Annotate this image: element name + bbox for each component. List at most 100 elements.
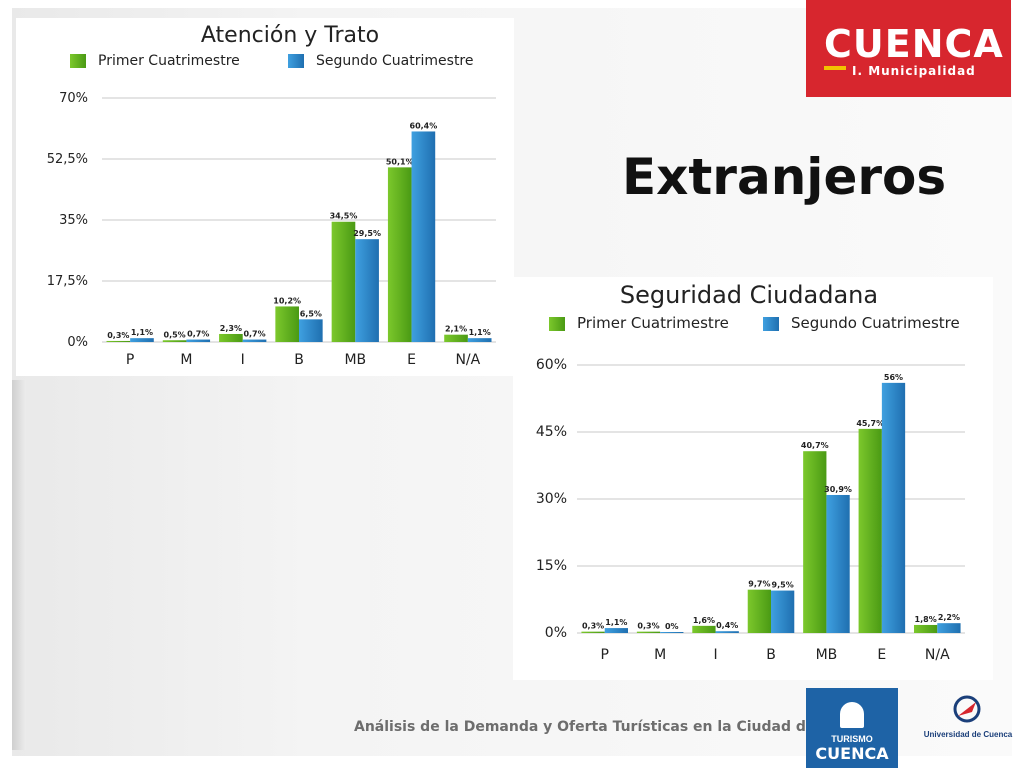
chart-seguridad-ciudadana: Seguridad Ciudadana Primer Cuatrimestre Se… <box>513 277 993 680</box>
bar-primer <box>444 334 468 342</box>
x-tick-label: I <box>241 352 245 368</box>
bar-segundo <box>660 632 684 633</box>
logo-turismo-line2: CUENCA <box>815 744 889 763</box>
bar-primer <box>858 428 882 633</box>
legend-swatch <box>549 317 565 331</box>
slide-title: Extranjeros <box>622 148 947 206</box>
data-label: 9,5% <box>772 581 794 590</box>
bar-segundo <box>355 239 379 342</box>
chart-seguridad-ciudadana-svg: Seguridad Ciudadana Primer Cuatrimestre Se… <box>536 281 965 663</box>
data-label: 0,3% <box>582 622 604 631</box>
chart-title: Seguridad Ciudadana <box>620 281 878 309</box>
bar-primer <box>387 167 412 342</box>
data-label: 0,7% <box>187 330 209 339</box>
y-tick-label: 45% <box>536 424 567 440</box>
data-label: 30,9% <box>824 485 852 494</box>
slide-footer: Análisis de la Demanda y Oferta Turístic… <box>354 719 878 735</box>
y-tick-label: 70% <box>59 91 88 106</box>
university-emblem-icon <box>953 695 981 723</box>
bar-segundo <box>881 382 906 633</box>
y-tick-label: 0% <box>67 335 88 350</box>
bar-primer <box>636 631 661 633</box>
x-tick-label: MB <box>344 352 366 368</box>
bar-primer <box>162 340 187 342</box>
bar-segundo <box>242 339 267 342</box>
y-tick-label: 15% <box>536 558 567 574</box>
chart-title: Atención y Trato <box>201 23 379 48</box>
chart-atencion-trato-svg: Atención y Trato Primer Cuatrimestre Segun… <box>47 23 496 368</box>
y-tick-label: 17,5% <box>47 274 88 289</box>
data-label: 0,5% <box>164 330 186 339</box>
bar-primer <box>803 451 827 633</box>
x-tick-label: M <box>654 647 666 663</box>
bar-primer <box>331 221 356 342</box>
legend-label: Primer Cuatrimestre <box>577 314 729 332</box>
bar-segundo <box>937 623 961 633</box>
bar-primer <box>275 306 299 342</box>
y-tick-label: 35% <box>59 213 88 228</box>
data-label: 1,1% <box>469 328 491 337</box>
legend-swatch <box>763 317 779 331</box>
x-tick-label: M <box>180 352 192 368</box>
data-label: 0,7% <box>243 330 265 339</box>
slide-edge-shadow <box>12 380 26 750</box>
data-label: 56% <box>884 373 903 382</box>
y-tick-label: 52,5% <box>47 152 88 167</box>
legend-label: Segundo Cuatrimestre <box>791 314 960 332</box>
bar-primer <box>747 589 771 633</box>
university-name: Universidad de Cuenca <box>923 730 1013 739</box>
x-tick-label: MB <box>816 647 838 663</box>
logo-subtitle: I. Municipalidad <box>852 64 976 78</box>
bar-segundo <box>604 628 628 633</box>
data-label: 0,3% <box>637 622 659 631</box>
x-tick-label: P <box>126 352 134 368</box>
x-tick-label: B <box>294 352 304 368</box>
bar-segundo <box>130 338 154 342</box>
x-tick-label: N/A <box>455 352 480 368</box>
turismo-cuenca-logo: TURISMO CUENCA <box>806 688 898 768</box>
legend-swatch <box>288 54 304 68</box>
x-tick-label: E <box>877 647 886 663</box>
logo-stripe <box>824 66 846 70</box>
bar-segundo <box>715 631 739 633</box>
data-label: 0,3% <box>107 331 129 340</box>
bar-primer <box>581 631 605 633</box>
data-label: 0% <box>665 622 679 631</box>
bar-segundo <box>186 339 211 342</box>
universidad-cuenca-logo: Universidad de Cuenca <box>922 690 1014 750</box>
data-label: 1,1% <box>131 328 153 337</box>
cathedral-dome-icon <box>840 702 864 728</box>
bar-primer <box>219 333 243 342</box>
data-label: 2,1% <box>445 325 467 334</box>
x-tick-label: E <box>407 352 416 368</box>
x-tick-label: N/A <box>925 647 950 663</box>
y-tick-label: 30% <box>536 491 567 507</box>
data-label: 1,1% <box>605 618 627 627</box>
bar-segundo <box>299 319 323 342</box>
bar-primer <box>914 624 938 633</box>
data-label: 6,5% <box>300 309 322 318</box>
legend-label: Primer Cuatrimestre <box>98 53 240 69</box>
legend-swatch <box>70 54 86 68</box>
data-label: 9,7% <box>748 580 770 589</box>
data-label: 2,3% <box>220 324 242 333</box>
data-label: 45,7% <box>856 419 884 428</box>
data-label: 60,4% <box>410 121 438 130</box>
data-label: 10,2% <box>273 296 301 305</box>
cuenca-municipality-logo: CUENCA I. Municipalidad <box>806 0 1011 97</box>
bar-segundo <box>411 131 436 342</box>
data-label: 1,8% <box>915 615 937 624</box>
chart-atencion-trato: Atención y Trato Primer Cuatrimestre Segun… <box>16 18 514 376</box>
data-label: 29,5% <box>353 229 381 238</box>
data-label: 50,1% <box>386 157 414 166</box>
data-label: 34,5% <box>330 212 358 221</box>
data-label: 2,2% <box>938 613 960 622</box>
x-tick-label: P <box>600 647 608 663</box>
data-label: 0,4% <box>716 621 738 630</box>
bar-primer <box>106 340 131 342</box>
logo-wordmark: CUENCA <box>824 22 1004 66</box>
bar-segundo <box>467 338 492 342</box>
data-label: 40,7% <box>801 441 829 450</box>
bar-segundo <box>771 590 795 633</box>
y-tick-label: 0% <box>545 625 567 641</box>
